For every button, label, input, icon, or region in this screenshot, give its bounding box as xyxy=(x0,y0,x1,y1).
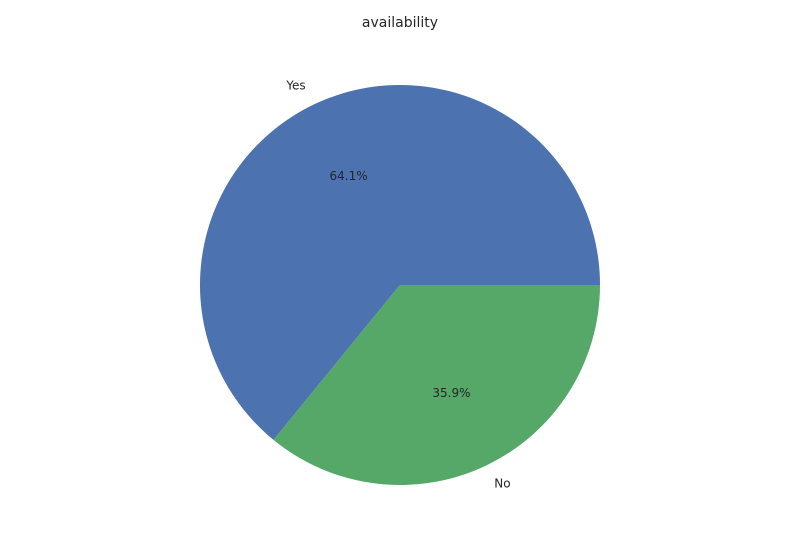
pie-slices xyxy=(200,84,600,485)
pie-slice-yes xyxy=(200,84,600,440)
chart-title: availability xyxy=(362,15,438,31)
slice-percent-no: 35.9% xyxy=(432,386,470,400)
slice-label-yes: Yes xyxy=(285,79,305,93)
slice-label-no: No xyxy=(494,476,510,490)
slice-percent-yes: 64.1% xyxy=(330,169,368,183)
pie-labels: Yes 64.1% No 35.9% xyxy=(285,79,510,491)
pie-slice-no xyxy=(273,285,600,485)
